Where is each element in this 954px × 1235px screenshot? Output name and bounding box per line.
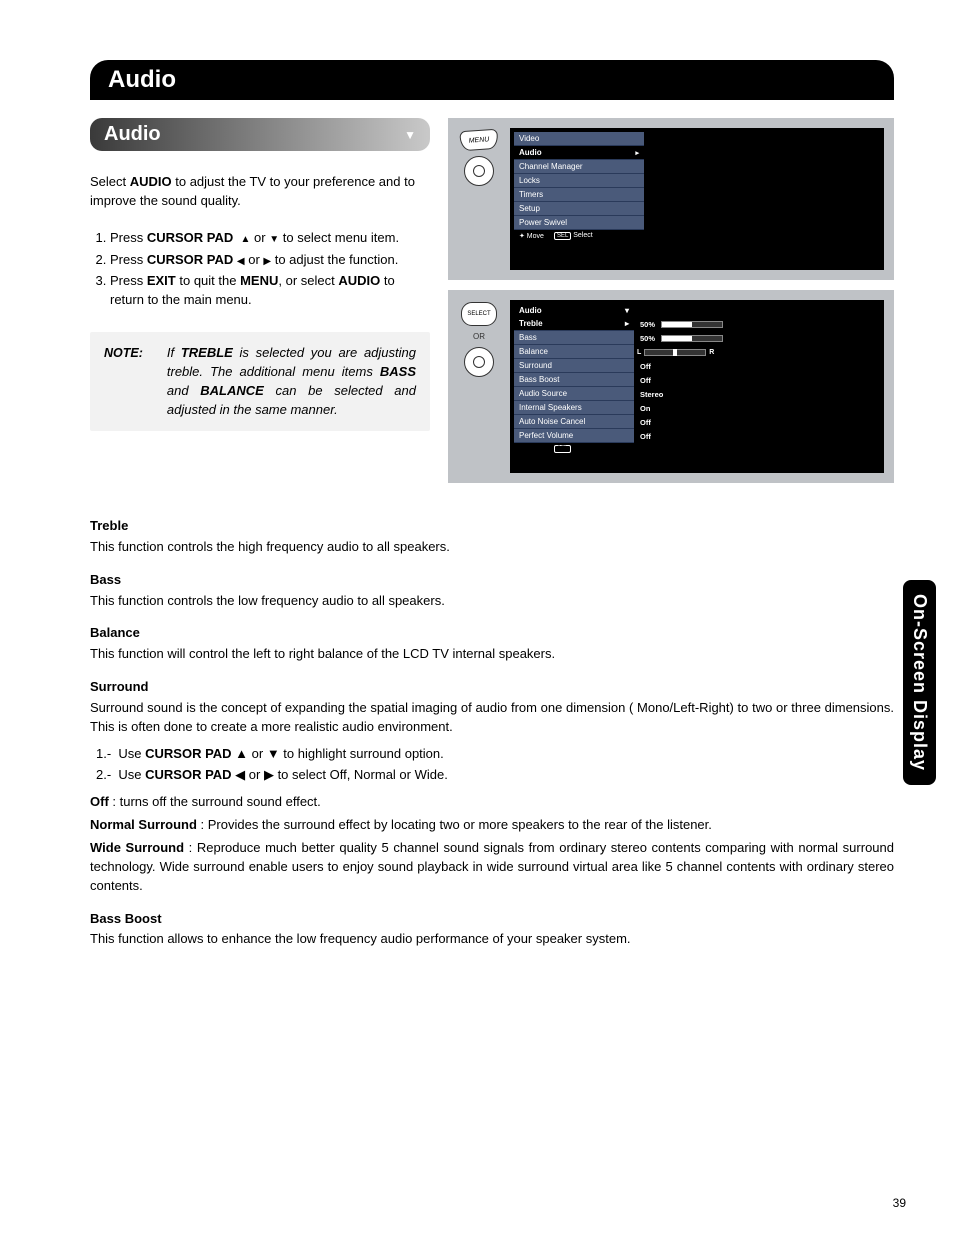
surround-step: 2.- Use CURSOR PAD ◀ or ▶ to select Off,… (96, 766, 894, 785)
menu-footer: ✦ MoveSEL Select (514, 230, 644, 242)
section-heading: Balance (90, 624, 894, 643)
remote-select-button: SELECT (461, 302, 497, 326)
step-2: Press CURSOR PAD ◀ or ▶ to adjust the fu… (110, 251, 430, 270)
menu-item: Power Swivel (514, 216, 644, 230)
audio-row: Bass50% (514, 331, 880, 345)
section-text: This function allows to enhance the low … (90, 930, 894, 949)
menu-item: Setup (514, 202, 644, 216)
sub-header-text: Audio (104, 123, 161, 146)
descriptions: Treble This function controls the high fr… (90, 517, 894, 949)
audio-menu-list: Treble▸50%Bass50%BalanceLRSurroundOffBas… (514, 317, 880, 455)
audio-row: SurroundOff (514, 359, 880, 373)
remote-cursor-pad-icon (464, 347, 494, 377)
note-label: NOTE: (104, 344, 143, 419)
menu-item: Timers (514, 188, 644, 202)
section-heading: Bass Boost (90, 910, 894, 929)
main-menu-list: VideoAudio▸Channel ManagerLocksTimersSet… (514, 132, 644, 242)
menu-footer: ✦ MoveSEL Return (514, 443, 634, 455)
surround-mode: Normal Surround : Provides the surround … (90, 816, 894, 835)
section-text: This function controls the low frequency… (90, 592, 894, 611)
section-heading: Treble (90, 517, 894, 536)
audio-row: Bass BoostOff (514, 373, 880, 387)
audio-row: Auto Noise CancelOff (514, 415, 880, 429)
osd-audio-menu: SELECT OR Audio▾ Treble▸50%Bass50%Balanc… (448, 290, 894, 483)
side-tab: On-Screen Display (903, 580, 936, 785)
audio-row: Audio SourceStereo (514, 387, 880, 401)
osd-main-menu: MENU VideoAudio▸Channel ManagerLocksTime… (448, 118, 894, 280)
audio-header-text: Audio (519, 306, 542, 315)
surround-mode: Wide Surround : Reproduce much better qu… (90, 839, 894, 896)
or-label: OR (473, 332, 485, 341)
audio-row: Perfect VolumeOff (514, 429, 880, 443)
section-heading: Bass (90, 571, 894, 590)
title-bar: Audio (90, 60, 894, 100)
section-heading: Surround (90, 678, 894, 697)
step-3: Press EXIT to quit the MENU, or select A… (110, 272, 430, 310)
menu-item: Locks (514, 174, 644, 188)
surround-steps: 1.- Use CURSOR PAD ▲ or ▼ to highlight s… (90, 745, 894, 786)
note-box: NOTE: If TREBLE is selected you are adju… (90, 332, 430, 431)
audio-row: BalanceLR (514, 345, 880, 359)
menu-item: Audio▸ (514, 146, 644, 160)
page-number: 39 (893, 1196, 906, 1210)
surround-mode: Off : turns off the surround sound effec… (90, 793, 894, 812)
step-1: Press CURSOR PAD ▲ or ▼ to select menu i… (110, 229, 430, 248)
audio-row: Treble▸50% (514, 317, 880, 331)
section-text: This function will control the left to r… (90, 645, 894, 664)
sub-header: Audio ▼ (90, 118, 430, 151)
surround-step: 1.- Use CURSOR PAD ▲ or ▼ to highlight s… (96, 745, 894, 764)
chevron-down-icon: ▼ (404, 128, 416, 142)
menu-item: Video (514, 132, 644, 146)
remote-cursor-pad-icon (464, 156, 494, 186)
note-body: If TREBLE is selected you are adjusting … (167, 344, 416, 419)
remote-menu-button: MENU (459, 129, 498, 152)
instruction-steps: Press CURSOR PAD ▲ or ▼ to select menu i… (90, 229, 430, 310)
section-text: This function controls the high frequenc… (90, 538, 894, 557)
audio-row: Internal SpeakersOn (514, 401, 880, 415)
intro-text: Select AUDIO to adjust the TV to your pr… (90, 173, 430, 211)
audio-menu-header: Audio▾ (514, 304, 634, 317)
menu-item: Channel Manager (514, 160, 644, 174)
section-text: Surround sound is the concept of expandi… (90, 699, 894, 737)
